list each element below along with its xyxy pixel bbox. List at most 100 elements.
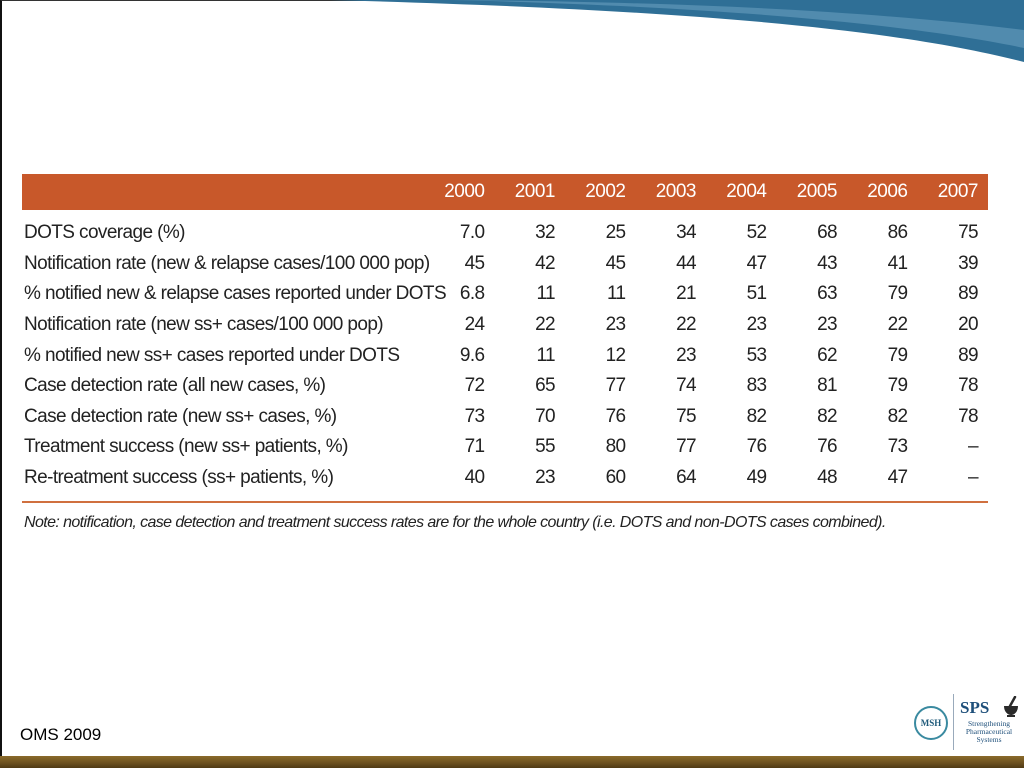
table-cell: 60 xyxy=(565,462,636,504)
table-cell: 71 xyxy=(464,436,486,458)
table-cell: 32 xyxy=(535,222,556,244)
table-row: Case detection rate (new ss+ cases, %) 73… xyxy=(22,402,988,433)
table-cell: 48 xyxy=(776,462,847,504)
year-header: 2006 xyxy=(867,181,908,202)
table-cell: 80 xyxy=(605,436,627,458)
table-row: Notification rate (new & relapse cases/1… xyxy=(22,249,988,280)
table-cell: 89 xyxy=(958,344,979,366)
table-cell: 23 xyxy=(605,314,627,336)
table-cell: 52 xyxy=(746,222,768,244)
table-cell: 44 xyxy=(676,252,697,274)
table-row: DOTS coverage (%) 7.0 32 25 34 52 68 86 75 xyxy=(22,210,988,249)
table-cell: 41 xyxy=(887,252,909,274)
table-cell: 79 xyxy=(887,283,909,305)
table-cell: 23 xyxy=(746,314,768,336)
table-cell: 11 xyxy=(606,283,626,305)
table-cell: 81 xyxy=(817,375,838,397)
row-label: DOTS coverage (%) xyxy=(24,222,185,244)
table-cell: 62 xyxy=(817,344,838,366)
row-label: Treatment success (new ss+ patients, %) xyxy=(24,436,348,458)
table-cell: 79 xyxy=(887,375,909,397)
logo-divider xyxy=(953,694,954,750)
sps-tagline-line: Pharmaceutical xyxy=(965,727,1013,736)
table-cell: 74 xyxy=(676,375,697,397)
table-cell: 65 xyxy=(535,375,556,397)
table-cell: 42 xyxy=(535,252,556,274)
table-cell: 22 xyxy=(535,314,556,336)
table-row: Treatment success (new ss+ patients, %) 7… xyxy=(22,432,988,463)
sps-tagline-line: Strengthening xyxy=(967,719,1011,728)
table-cell: 82 xyxy=(746,405,768,427)
table-cell: – xyxy=(917,462,988,504)
table-cell: 11 xyxy=(536,283,555,305)
table-cell: 51 xyxy=(746,283,768,305)
source-label: OMS 2009 xyxy=(20,725,102,744)
table-cell: 22 xyxy=(887,314,909,336)
table-cell: 49 xyxy=(706,462,777,504)
table-cell: 73 xyxy=(887,436,909,458)
table-row: % notified new & relapse cases reported … xyxy=(22,279,988,310)
table-cell: 45 xyxy=(605,252,627,274)
table-cell: 86 xyxy=(887,222,909,244)
table-cell: 43 xyxy=(817,252,838,274)
table-cell: 47 xyxy=(746,252,768,274)
table-cell: 82 xyxy=(817,405,838,427)
row-label: % notified new ss+ cases reported under … xyxy=(24,344,400,366)
table-row: % notified new ss+ cases reported under … xyxy=(22,340,988,371)
year-header: 2000 xyxy=(444,181,485,202)
table-cell: 22 xyxy=(676,314,697,336)
sps-logo: SPS xyxy=(960,698,990,717)
table-cell: 34 xyxy=(676,222,697,244)
table-cell: 89 xyxy=(958,283,979,305)
table-cell: 11 xyxy=(536,344,555,366)
header-blank-cell xyxy=(22,174,424,210)
table-body: DOTS coverage (%) 7.0 32 25 34 52 68 86 75 Notifi… xyxy=(22,210,988,504)
table-cell: 40 xyxy=(424,462,495,504)
table-cell: 78 xyxy=(958,405,979,427)
table-cell: 45 xyxy=(464,252,486,274)
table-cell: 76 xyxy=(605,405,627,427)
tb-indicators-table: 2000 2001 2002 2003 2004 2005 2006 2007 … xyxy=(22,174,988,504)
table-cell: – xyxy=(968,436,979,458)
table-cell: 75 xyxy=(676,405,697,427)
table-cell: 75 xyxy=(958,222,979,244)
row-label: Case detection rate (all new cases, %) xyxy=(24,375,326,397)
table-cell: 6.8 xyxy=(459,283,485,305)
year-header: 2003 xyxy=(655,181,697,202)
year-header: 2004 xyxy=(726,181,767,202)
table-cell: 68 xyxy=(817,222,838,244)
table-cell: 20 xyxy=(958,314,979,336)
table-cell: 47 xyxy=(847,462,918,504)
row-label: Re-treatment success (ss+ patients, %) xyxy=(22,462,424,504)
table-cell: 76 xyxy=(817,436,838,458)
bottom-bar xyxy=(0,756,1024,768)
table-row: Case detection rate (all new cases, %) 72… xyxy=(22,371,988,402)
header-swoosh xyxy=(330,0,1024,62)
year-header: 2005 xyxy=(796,181,838,202)
table-cell: 77 xyxy=(605,375,627,397)
table-cell: 70 xyxy=(535,405,556,427)
year-header: 2001 xyxy=(514,181,556,202)
row-label: % notified new & relapse cases reported … xyxy=(24,283,447,305)
table-row: Re-treatment success (ss+ patients, %) 40… xyxy=(22,462,988,504)
sps-tagline: Strengthening Pharmaceutical Systems xyxy=(958,720,1020,744)
table-cell: 12 xyxy=(605,344,627,366)
table-cell: 25 xyxy=(605,222,627,244)
row-label: Case detection rate (new ss+ cases, %) xyxy=(24,405,337,427)
table-cell: 23 xyxy=(817,314,838,336)
table-cell: 55 xyxy=(535,436,556,458)
table-cell: 7.0 xyxy=(459,222,485,244)
table-header-row: 2000 2001 2002 2003 2004 2005 2006 2007 xyxy=(22,174,988,210)
year-header: 2002 xyxy=(585,181,626,202)
table-cell: 39 xyxy=(958,252,979,274)
msh-logo: MSH xyxy=(914,706,948,740)
table-cell: 24 xyxy=(464,314,486,336)
table-row: Notification rate (new ss+ cases/100 000… xyxy=(22,310,988,341)
table-note: Note: notification, case detection and t… xyxy=(24,514,886,531)
table-cell: 79 xyxy=(887,344,909,366)
table-cell: 63 xyxy=(817,283,838,305)
table-cell: 64 xyxy=(635,462,706,504)
table-cell: 76 xyxy=(746,436,768,458)
sps-tagline-line: Systems xyxy=(976,735,1002,744)
row-label: Notification rate (new & relapse cases/1… xyxy=(24,252,430,274)
